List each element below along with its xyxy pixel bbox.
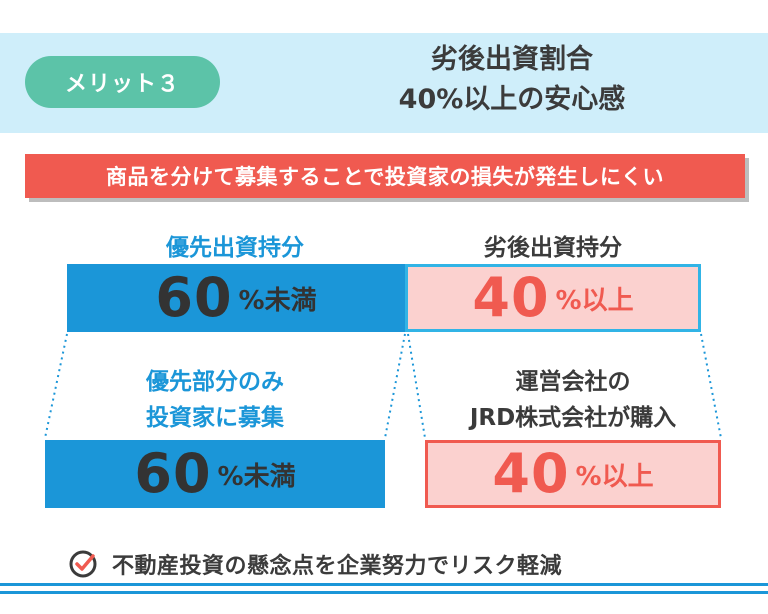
merit-badge: メリット３ [25, 56, 220, 108]
senior-top-box: 60 %未満 [67, 264, 405, 332]
junior-top-number: 40 [472, 266, 550, 329]
junior-bottom-number: 40 [492, 442, 570, 505]
senior-bottom-number: 60 [134, 442, 212, 505]
junior-top-unit: %以上 [555, 285, 634, 316]
junior-description-line2: JRD株式会社が購入 [469, 405, 677, 431]
junior-left-connector [407, 333, 426, 439]
senior-top-number: 60 [155, 266, 233, 329]
senior-description-line2: 投資家に募集 [146, 405, 284, 431]
senior-bottom-unit: %未満 [217, 461, 296, 492]
summary-banner: 商品を分けて募集することで投資家の損失が発生しにくい [25, 154, 745, 198]
footer-divider-top [0, 583, 768, 586]
header-title: 劣後出資割合 40%以上の安心感 [262, 40, 762, 120]
junior-description-line1: 運営会社の [515, 369, 631, 395]
junior-description: 運営会社の JRD株式会社が購入 [425, 364, 721, 436]
senior-label: 優先出資持分 [166, 235, 304, 261]
header-title-line2: 40%以上の安心感 [398, 84, 626, 115]
check-circle-icon [69, 550, 97, 578]
footer-text: 不動産投資の懸念点を企業努力でリスク軽減 [112, 554, 563, 579]
junior-bottom-unit: %以上 [575, 461, 654, 492]
junior-label: 劣後出資持分 [484, 235, 622, 261]
senior-right-connector [384, 333, 406, 439]
senior-top-unit: %未満 [238, 285, 317, 316]
junior-top-box: 40 %以上 [405, 264, 701, 332]
footer-divider-bottom [0, 591, 768, 594]
senior-description-line1: 優先部分のみ [146, 369, 284, 395]
junior-bottom-box: 40 %以上 [425, 440, 721, 508]
senior-bottom-box: 60 %未満 [45, 440, 385, 508]
header-title-line1: 劣後出資割合 [431, 44, 593, 75]
senior-description: 優先部分のみ 投資家に募集 [45, 364, 385, 436]
